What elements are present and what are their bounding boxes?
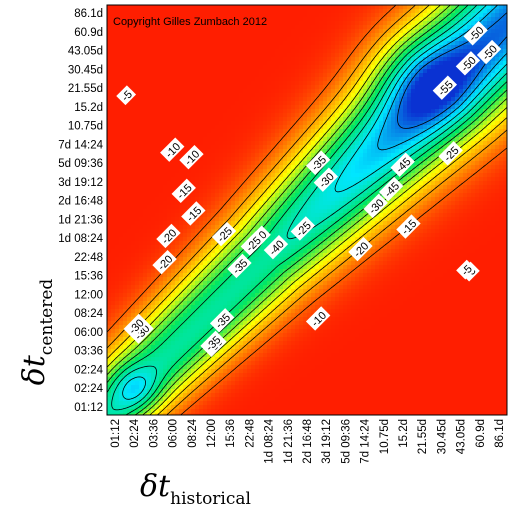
x-tick-label: 2d 16:48: [302, 419, 314, 464]
contour-line: [107, 5, 507, 415]
y-tick-label: 10.75d: [68, 121, 103, 133]
contour-line: [107, 5, 507, 415]
x-axis-ticks: 01:12 02:24 03:36 06:00 08:24 12:00 15:36 22:48…: [110, 418, 506, 463]
y-tick-label: 5d 09:36: [58, 158, 103, 170]
contour-line: [107, 5, 507, 415]
contour-line: [377, 5, 507, 151]
x-tick-label: 15:36: [225, 419, 237, 448]
heatmap-field: [107, 5, 507, 415]
y-axis-label: δtcentered: [17, 279, 57, 386]
x-tick-label: 15.2d: [398, 419, 410, 448]
contour-line: [107, 5, 507, 415]
y-tick-label: 06:00: [74, 327, 103, 339]
y-tick-label: 43.05d: [68, 46, 103, 58]
contour-line: [122, 5, 507, 400]
y-tick-label: 08:24: [74, 308, 103, 320]
contour-line: [107, 5, 507, 415]
x-tick-label: 22:48: [244, 419, 256, 448]
y-tick-label: 22:48: [74, 252, 103, 264]
copyright-annotation: Copyright Gilles Zumbach 2012: [113, 16, 267, 28]
x-tick-label: 1d 21:36: [283, 419, 295, 464]
y-tick-label: 15.2d: [74, 102, 103, 114]
y-tick-label: 86.1d: [74, 8, 103, 20]
x-axis-subscript: historical: [170, 489, 251, 509]
y-tick-label: 7d 14:24: [58, 139, 103, 151]
y-tick-label: 60.9d: [74, 27, 103, 39]
y-tick-label: 15:36: [74, 271, 103, 283]
x-tick-label: 21.55d: [417, 419, 429, 454]
y-tick-label: 01:12: [74, 402, 103, 414]
y-axis-symbol: δt: [17, 354, 52, 385]
x-tick-label: 02:24: [129, 418, 141, 447]
contour-line: [111, 5, 507, 411]
y-tick-label: 1d 21:36: [58, 214, 103, 226]
y-tick-label: 30.45d: [68, 64, 103, 76]
x-tick-label: 7d 14:24: [360, 418, 372, 463]
y-tick-label: 02:24: [74, 383, 103, 395]
x-tick-label: 10.75d: [379, 419, 391, 454]
y-tick-label: 02:24: [74, 364, 103, 376]
x-axis-label: δthistorical: [140, 469, 251, 509]
y-axis-subscript: centered: [37, 279, 57, 356]
y-tick-label: 1d 08:24: [58, 233, 103, 245]
x-tick-label: 43.05d: [456, 419, 468, 454]
plot-frame: [106, 4, 508, 416]
x-tick-label: 3d 19:12: [321, 419, 333, 464]
x-tick-label: 30.45d: [436, 419, 448, 454]
x-axis-symbol: δt: [140, 469, 171, 504]
y-tick-label: 12:00: [74, 289, 103, 301]
x-tick-label: 60.9d: [475, 419, 487, 448]
y-axis-ticks: 01:12 02:24 02:24 03:36 06:00 08:24 12:00 15:36…: [58, 8, 103, 414]
x-tick-label: 06:00: [168, 419, 180, 448]
x-tick-label: 86.1d: [494, 419, 506, 448]
y-tick-label: 2d 16:48: [58, 196, 103, 208]
x-tick-label: 08:24: [187, 418, 199, 447]
contour-label: -5: [116, 85, 137, 106]
contour-label: -5: [456, 259, 476, 280]
x-tick-label: 12:00: [206, 419, 218, 448]
x-tick-label: 03:36: [148, 419, 160, 448]
y-tick-label: 21.55d: [68, 83, 103, 95]
x-tick-label: 1d 08:24: [264, 418, 276, 463]
y-tick-label: 3d 19:12: [58, 177, 103, 189]
y-tick-label: 03:36: [74, 346, 103, 358]
x-tick-label: 5d 09:36: [340, 419, 352, 464]
x-tick-label: 01:12: [110, 419, 122, 448]
